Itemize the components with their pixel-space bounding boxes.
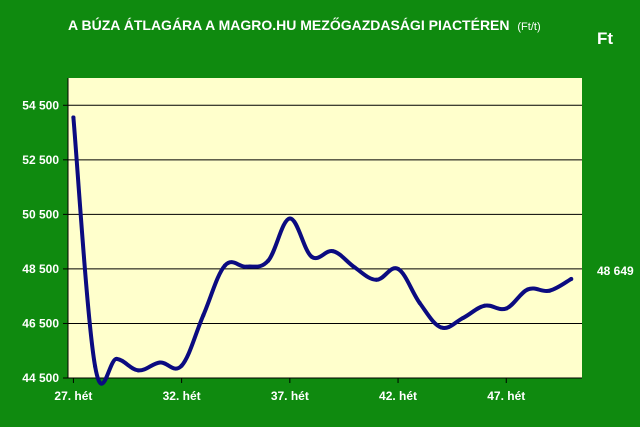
y-tick-label: 52 500: [22, 153, 59, 167]
data-point: [461, 316, 465, 320]
x-tick-labels: 27. hét 32. hét 37. hét 42. hét 47. hét: [54, 378, 525, 403]
x-tick-label: 42. hét: [379, 389, 417, 403]
data-point: [569, 277, 574, 281]
data-point: [525, 287, 530, 292]
data-point: [201, 313, 206, 318]
data-point: [287, 216, 292, 221]
data-point: [266, 258, 271, 263]
gridlines: [68, 104, 582, 324]
plot-area: [68, 78, 582, 378]
data-point: [222, 263, 227, 268]
data-point: [417, 301, 422, 305]
unit-label: Ft: [597, 29, 613, 48]
data-point: [482, 303, 487, 308]
y-tick-label: 48 500: [22, 262, 59, 276]
data-point: [158, 360, 162, 365]
y-tick-label: 50 500: [22, 207, 59, 221]
data-point: [331, 249, 336, 254]
data-point: [547, 288, 552, 293]
data-point: [93, 364, 98, 369]
x-tick-label: 47. hét: [487, 389, 525, 403]
data-point: [352, 265, 357, 270]
chart-title-main: A BÚZA ÁTLAGÁRA A MAGRO.HU MEZŐGAZDASÁGI…: [68, 16, 510, 33]
y-tick-labels: 44 500 46 500 48 500 50 500 52 500 54 500: [22, 98, 68, 385]
x-tick-label: 32. hét: [163, 389, 201, 403]
data-point: [309, 254, 314, 259]
data-point: [136, 368, 141, 373]
data-point: [114, 356, 119, 361]
data-point: [71, 115, 76, 120]
data-point: [179, 363, 184, 368]
series-marks: [71, 115, 574, 386]
data-point: [396, 266, 400, 271]
y-tick-label: 44 500: [22, 371, 59, 385]
data-point: [374, 277, 379, 282]
data-point: [439, 325, 444, 330]
end-value-label: 48 649: [597, 264, 634, 278]
x-tick-label: 37. hét: [271, 389, 309, 403]
chart-title-unit: (Ft/t): [517, 21, 540, 33]
y-tick-label: 54 500: [22, 98, 59, 112]
chart-title: A BÚZA ÁTLAGÁRA A MAGRO.HU MEZŐGAZDASÁGI…: [68, 16, 541, 33]
data-point: [244, 264, 249, 269]
data-point: [504, 306, 509, 311]
y-tick-label: 46 500: [22, 316, 59, 330]
x-tick-label: 27. hét: [54, 389, 92, 403]
